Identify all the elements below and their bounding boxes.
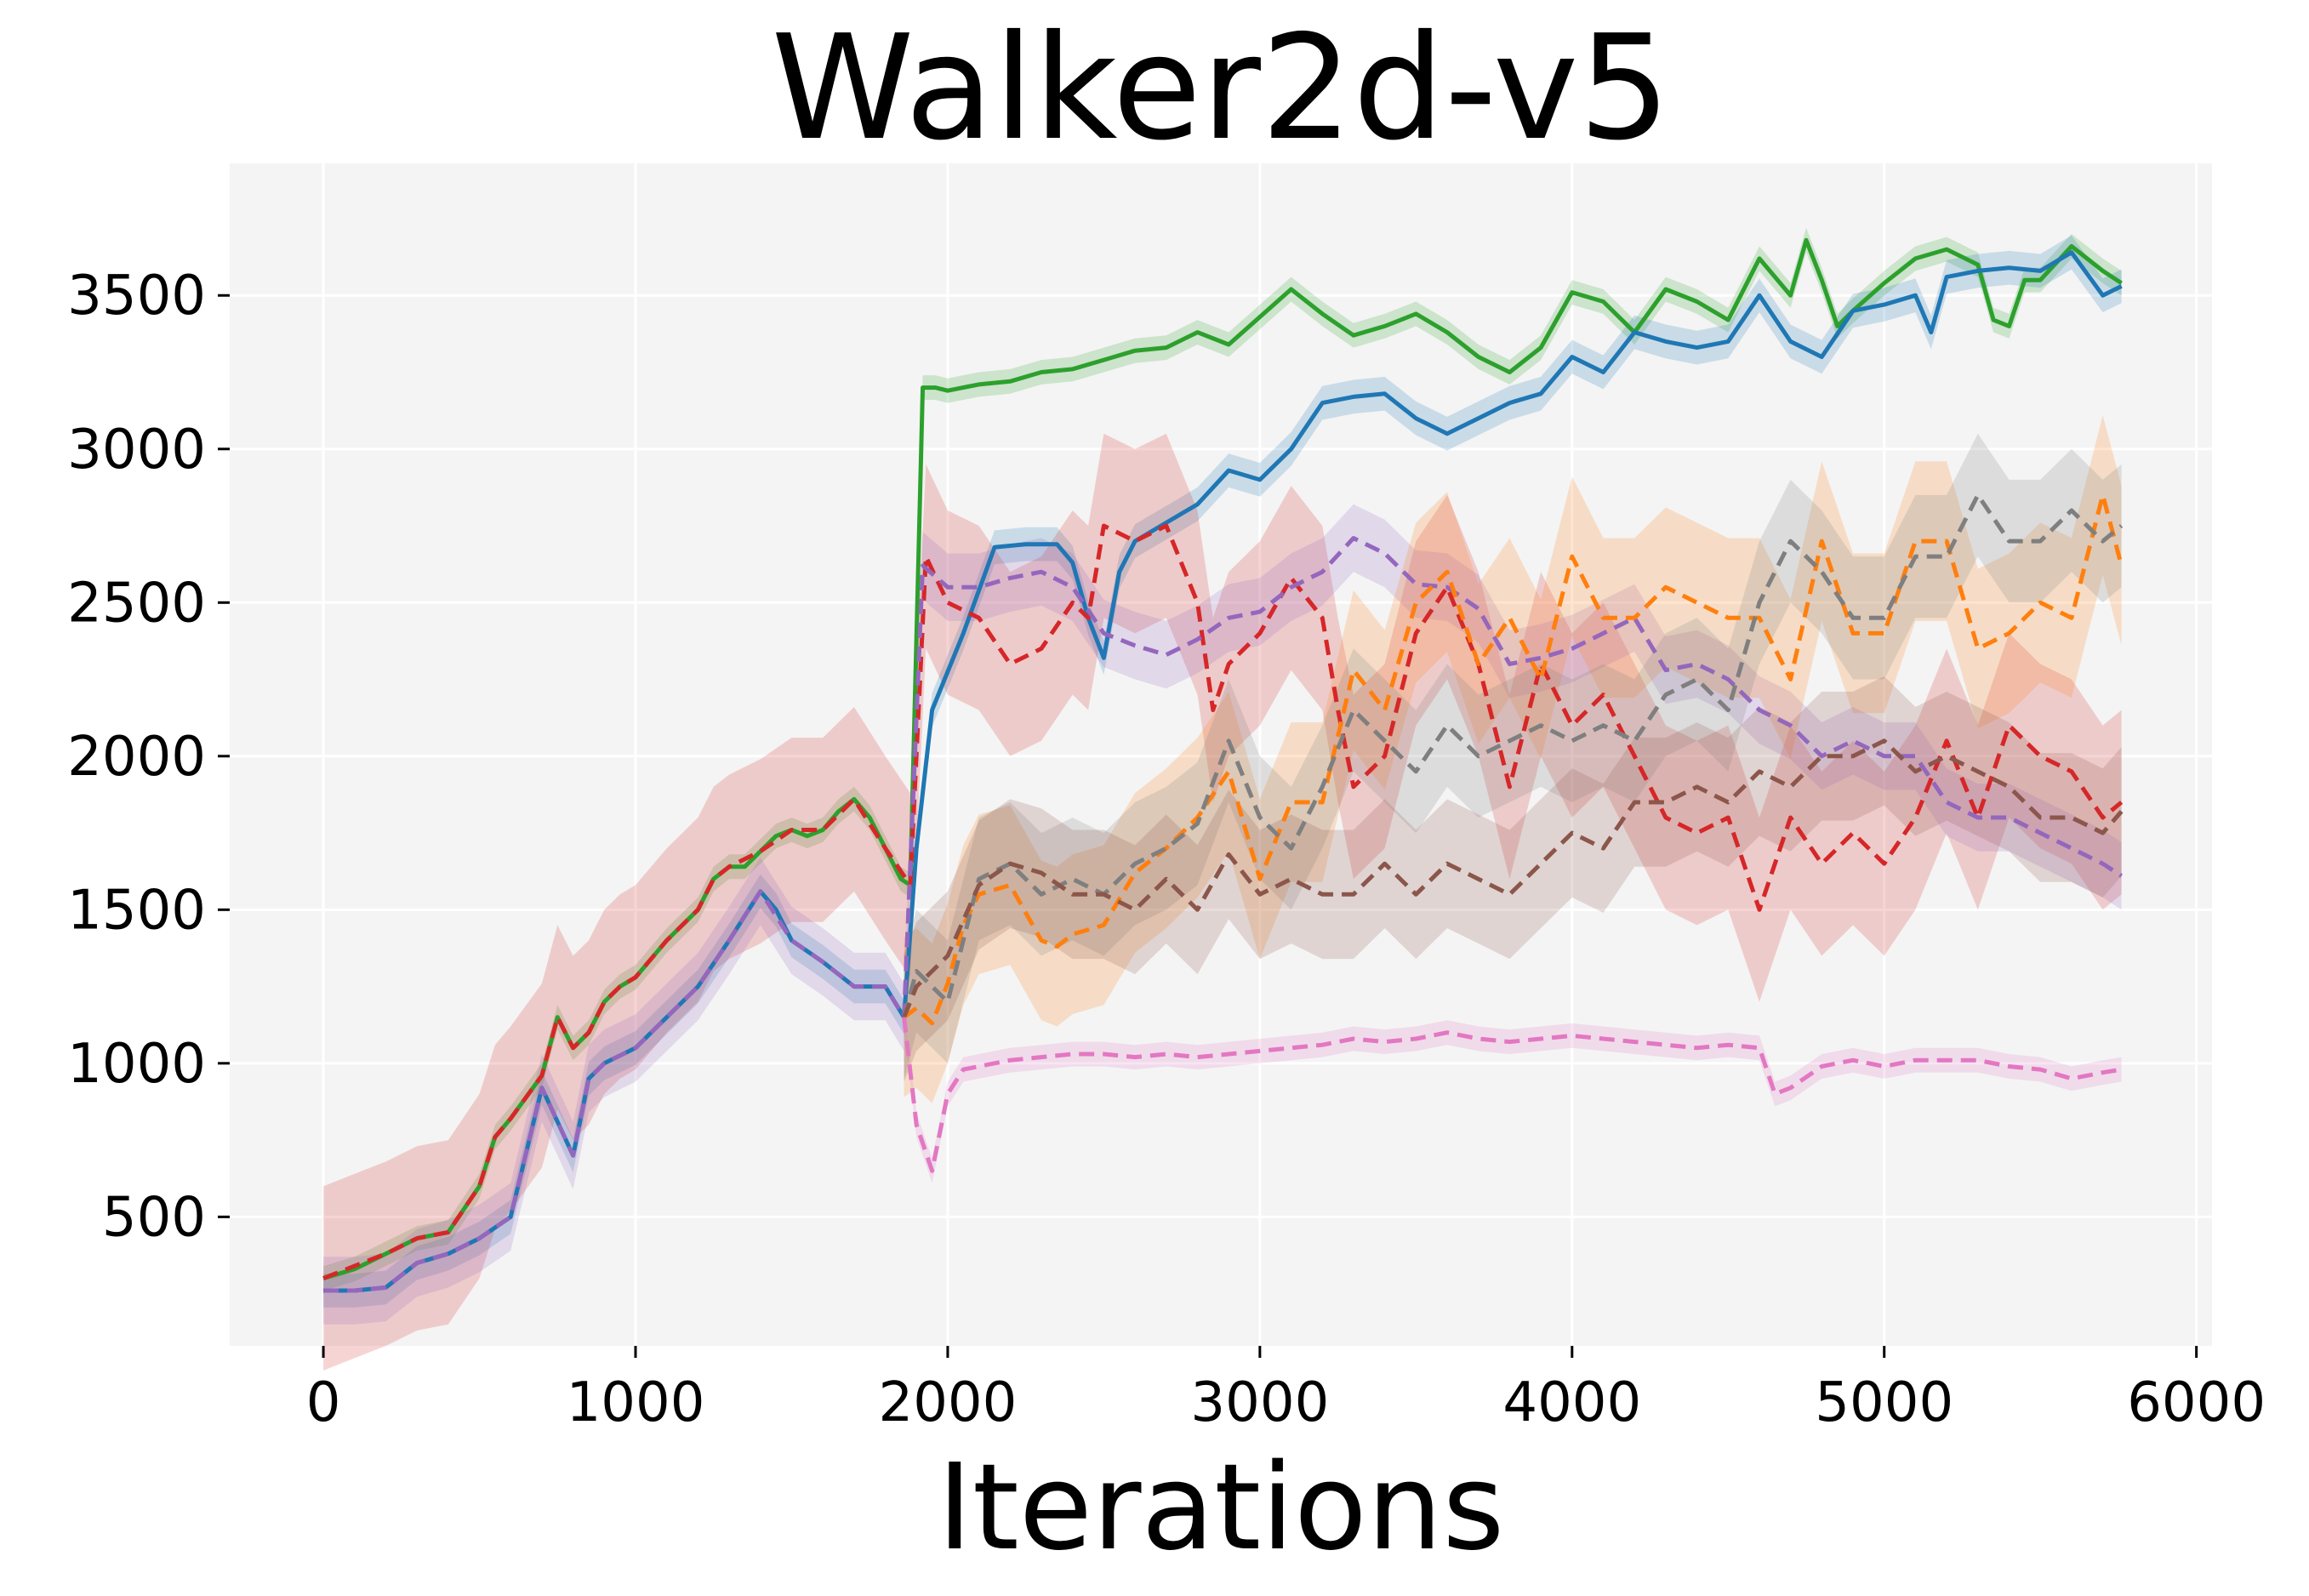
- series-band-7: [904, 675, 2122, 1082]
- series-band-5: [904, 415, 2122, 1103]
- x-tick-label: 2000: [878, 1371, 1017, 1434]
- y-axis-ticks: 500 1000 1500 2000 2500 3000 3500: [67, 265, 230, 1249]
- y-tick-label: 2000: [67, 726, 206, 789]
- series-band-6: [904, 433, 2122, 1079]
- chart-title: Walker2d-v5: [771, 4, 1670, 173]
- series-band-8: [904, 1005, 2122, 1183]
- series-lines: [322, 237, 2124, 1293]
- x-tick-label: 4000: [1502, 1371, 1641, 1434]
- x-axis-label: Iterations: [938, 1439, 1505, 1577]
- series-band-4: [323, 504, 2122, 1325]
- y-tick-label: 1500: [67, 879, 206, 942]
- x-tick-label: 3000: [1190, 1371, 1329, 1434]
- series-line-5: [903, 493, 2124, 1026]
- y-tick-label: 500: [102, 1186, 206, 1249]
- x-axis-ticks: 0 1000 2000 3000 4000 5000 6000: [306, 1346, 2266, 1434]
- series-line-8: [902, 1017, 2123, 1173]
- x-tick-label: 6000: [2127, 1371, 2266, 1434]
- series-line-4: [323, 536, 2123, 1293]
- series-band-3: [323, 433, 2122, 1371]
- x-tick-label: 0: [306, 1371, 341, 1434]
- x-tick-label: 1000: [567, 1371, 705, 1434]
- x-tick-label: 5000: [1815, 1371, 1953, 1434]
- series-line-3: [322, 523, 2124, 1280]
- confidence-bands: [323, 227, 2122, 1371]
- y-tick-label: 3500: [67, 265, 206, 328]
- y-tick-label: 2500: [67, 572, 206, 635]
- y-tick-label: 1000: [67, 1033, 206, 1096]
- series-line-6: [902, 493, 2124, 1018]
- y-tick-label: 3000: [67, 419, 206, 482]
